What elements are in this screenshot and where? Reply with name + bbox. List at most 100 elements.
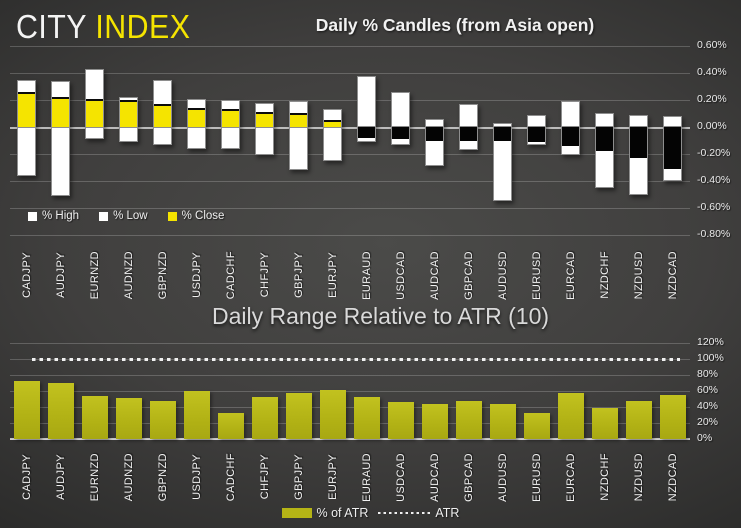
x-axis-label-text: AUDCAD bbox=[429, 452, 441, 502]
x-axis-label-text: NZDUSD bbox=[633, 452, 645, 502]
low-bar bbox=[51, 127, 70, 196]
atr-bar-column bbox=[418, 343, 452, 439]
y-axis-label: -0.20% bbox=[697, 147, 731, 159]
atr-bar bbox=[490, 404, 516, 439]
candle-column bbox=[214, 46, 248, 235]
y-axis-label: -0.40% bbox=[697, 174, 731, 186]
atr-bar-column bbox=[44, 343, 78, 439]
x-axis-label: GBPCAD bbox=[452, 244, 486, 306]
x-axis-label: AUDCAD bbox=[418, 244, 452, 306]
x-axis-label-text: GBPCAD bbox=[463, 452, 475, 502]
x-axis-label-text: USDCAD bbox=[395, 250, 407, 300]
candle-column bbox=[384, 46, 418, 235]
x-axis-label: CADCHF bbox=[214, 244, 248, 306]
y-axis-label: 0.40% bbox=[697, 66, 727, 78]
candle-column bbox=[282, 46, 316, 235]
x-axis-label: GBPCAD bbox=[452, 446, 486, 508]
high-bar bbox=[629, 115, 648, 127]
atr-bar-column bbox=[520, 343, 554, 439]
x-axis-label: EURNZD bbox=[78, 446, 112, 508]
y-axis-label: 120% bbox=[697, 336, 724, 348]
close-bar bbox=[664, 127, 681, 169]
low-bar bbox=[323, 127, 342, 161]
high-bar bbox=[595, 113, 614, 127]
x-axis-label: EURCAD bbox=[554, 244, 588, 306]
atr-bar bbox=[660, 395, 686, 439]
close-bar bbox=[290, 113, 307, 127]
legend-item-high: % High bbox=[28, 210, 79, 222]
atr-bar bbox=[48, 383, 74, 439]
candle-column bbox=[350, 46, 384, 235]
y-axis-label: 20% bbox=[697, 416, 719, 428]
candle-column bbox=[44, 46, 78, 235]
x-axis-label: EURUSD bbox=[520, 244, 554, 306]
atr-dotted-swatch-icon bbox=[378, 511, 431, 515]
candles-plot: 0.60% 0.40% 0.20% 0.00% -0.20% -0.40% -0.60% -0… bbox=[10, 39, 730, 240]
atr-bar bbox=[558, 393, 584, 439]
low-bar bbox=[221, 127, 240, 149]
x-axis-label: NZDUSD bbox=[622, 244, 656, 306]
x-axis-label: EURJPY bbox=[316, 446, 350, 508]
close-bar bbox=[392, 127, 409, 139]
candles-legend: % High % Low % Close bbox=[28, 210, 224, 222]
city-index-logo: CITY INDEX bbox=[16, 8, 190, 46]
atr-bar-column bbox=[112, 343, 146, 439]
candle-column bbox=[10, 46, 44, 235]
low-swatch-icon bbox=[99, 211, 109, 221]
close-swatch-icon bbox=[167, 211, 177, 221]
x-axis-label: GBPJPY bbox=[282, 446, 316, 508]
low-bar bbox=[187, 127, 206, 149]
atr-bar-column bbox=[78, 343, 112, 439]
high-bar bbox=[493, 123, 512, 127]
atr-bar-column bbox=[588, 343, 622, 439]
gridline bbox=[10, 73, 690, 74]
legend-label: ATR bbox=[435, 506, 460, 520]
legend-item-pct-of-atr: % of ATR bbox=[281, 506, 368, 520]
candle-column bbox=[452, 46, 486, 235]
atr-bar-column bbox=[214, 343, 248, 439]
gridline bbox=[10, 423, 690, 424]
y-axis-label: 0.60% bbox=[697, 39, 727, 51]
atr-bar-column bbox=[180, 343, 214, 439]
x-axis-label: USDCAD bbox=[384, 244, 418, 306]
close-bar bbox=[222, 109, 239, 127]
high-bar bbox=[425, 119, 444, 127]
x-axis-label-text: CHFJPY bbox=[259, 252, 271, 298]
atr-bar-column bbox=[282, 343, 316, 439]
close-bar bbox=[18, 92, 35, 127]
atr-bar-column bbox=[384, 343, 418, 439]
candle-column bbox=[112, 46, 146, 235]
x-axis-label-text: AUDUSD bbox=[497, 250, 509, 300]
atr-x-labels: CADJPY AUDJPY EURNZD AUDNZD GBPNZD USDJPY CADC… bbox=[10, 446, 690, 508]
x-axis-label: GBPNZD bbox=[146, 244, 180, 306]
x-axis-label-text: EURAUD bbox=[361, 452, 373, 502]
gridline bbox=[10, 208, 690, 209]
x-axis-label: EURCAD bbox=[554, 446, 588, 508]
x-axis-label-text: EURUSD bbox=[531, 250, 543, 300]
candle-column bbox=[418, 46, 452, 235]
x-axis-label: AUDJPY bbox=[44, 446, 78, 508]
gridline bbox=[10, 100, 690, 101]
candle-column bbox=[78, 46, 112, 235]
high-bar bbox=[357, 76, 376, 127]
atr-bar bbox=[150, 401, 176, 439]
candles-x-labels: CADJPY AUDJPY EURNZD AUDNZD GBPNZD USDJPY CADC… bbox=[10, 244, 690, 306]
x-axis-label-text: GBPNZD bbox=[157, 452, 169, 502]
x-axis-label-text: EURCAD bbox=[565, 250, 577, 300]
atr-bar bbox=[14, 381, 40, 439]
candle-column bbox=[486, 46, 520, 235]
x-axis-label: AUDJPY bbox=[44, 244, 78, 306]
atr-bar bbox=[252, 397, 278, 439]
legend-item-low: % Low bbox=[99, 210, 148, 222]
x-axis-label-text: EURCAD bbox=[565, 452, 577, 502]
atr-bar bbox=[456, 401, 482, 439]
x-axis-label-text: CADJPY bbox=[21, 252, 33, 298]
y-axis-label: 80% bbox=[697, 368, 719, 380]
close-bar bbox=[86, 99, 103, 127]
close-bar bbox=[562, 127, 579, 146]
low-bar bbox=[255, 127, 274, 155]
close-bar bbox=[630, 127, 647, 158]
atr-bar bbox=[82, 396, 108, 439]
x-axis-label-text: EURNZD bbox=[89, 250, 101, 300]
x-axis-label-text: NZDCAD bbox=[667, 250, 679, 300]
